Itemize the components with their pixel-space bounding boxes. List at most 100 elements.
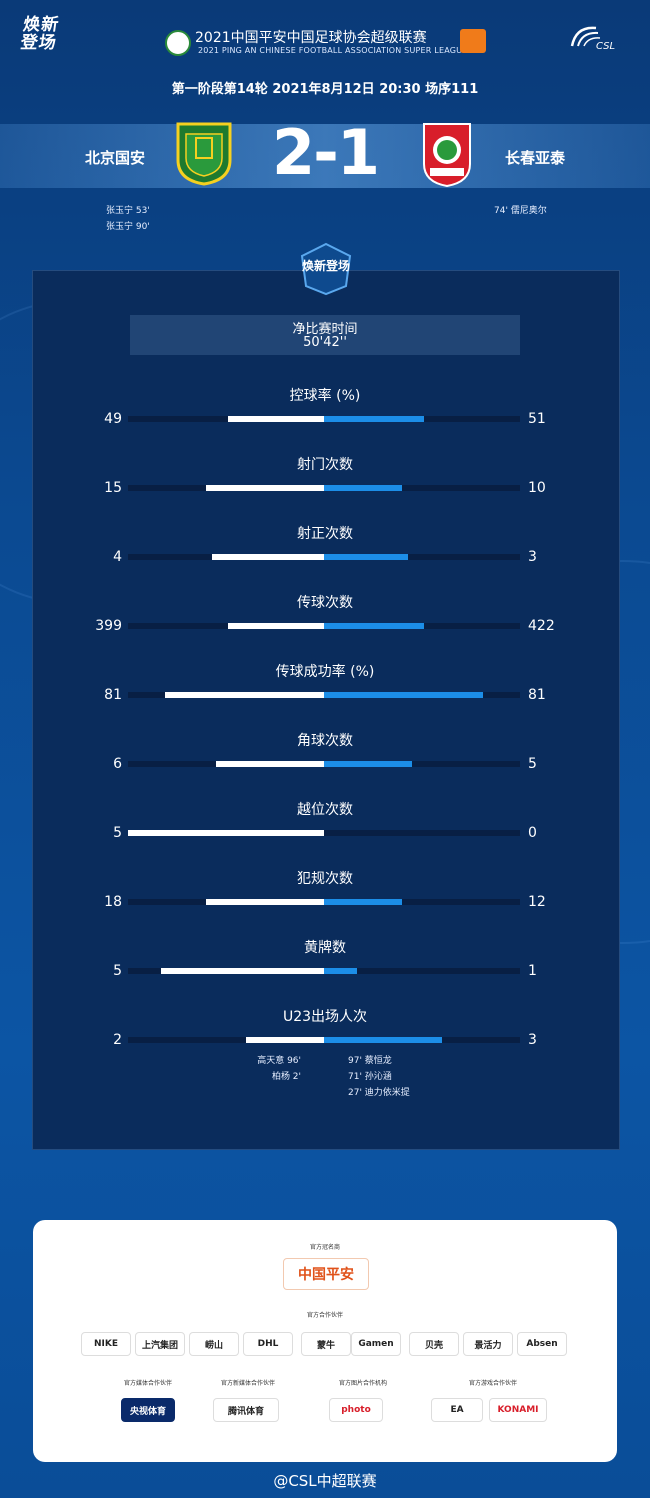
stat-bar-away (324, 692, 483, 698)
stat-away-value: 10 (528, 480, 546, 496)
partner-logo: NIKE (81, 1332, 131, 1356)
stat-bar-track (128, 416, 520, 422)
sponsor-card: 官方冠名商 中国平安 官方合作伙伴 NIKE 上汽集团 崂山 DHL 蒙牛 Gamen 贝壳… (33, 1220, 617, 1462)
media-partner-heading: 官方媒体合作伙伴 (123, 1380, 172, 1387)
stat-row: 角球次数 6 5 (32, 730, 618, 784)
home-team-name: 北京国安 (85, 149, 146, 167)
home-scorers: 张玉宁 53' 张玉宁 90' (106, 203, 150, 235)
partner-logo: 崂山 (189, 1332, 239, 1356)
stat-label: 犯规次数 (297, 871, 353, 887)
stat-home-value: 18 (104, 894, 122, 910)
stat-away-value: 3 (528, 1032, 537, 1048)
stat-bar-away (324, 554, 408, 560)
stat-away-value: 81 (528, 687, 546, 703)
home-u23-player: 柏杨 2' (271, 1072, 301, 1082)
stat-bar-home (206, 899, 324, 905)
changchun-yatai-badge-icon (423, 123, 471, 188)
stat-row: 控球率 (%) 49 51 (32, 385, 618, 439)
stat-bar-home (216, 761, 324, 767)
stat-bar-track (128, 1037, 520, 1043)
digital-partner-heading: 官方新媒体合作伙伴 (220, 1380, 275, 1387)
stat-bar-home (206, 485, 324, 491)
stat-row: 越位次数 5 0 (32, 799, 618, 853)
stat-bar-track (128, 692, 520, 698)
stat-row: 黄牌数 5 1 (32, 937, 618, 991)
stat-bar-track (128, 623, 520, 629)
away-team-name: 长春亚泰 (504, 149, 565, 167)
stat-row: 射正次数 4 3 (32, 523, 618, 577)
away-u23-player: 97' 蔡恒龙 (348, 1056, 392, 1066)
stat-bar-home (165, 692, 324, 698)
league-title: 2021中国平安中国足球协会超级联赛 (195, 30, 427, 46)
stat-row: 传球次数 399 422 (32, 592, 618, 646)
beijing-guoan-badge-icon (176, 122, 232, 186)
game-partner-logo: EA (431, 1398, 483, 1422)
stat-home-value: 399 (95, 618, 122, 634)
stat-bar-away (324, 485, 402, 491)
home-u23-player: 高天意 96' (257, 1056, 301, 1066)
stat-away-value: 1 (528, 963, 537, 979)
stat-home-value: 5 (113, 825, 122, 841)
weibo-handle: @CSL中超联赛 (273, 1472, 377, 1490)
stat-row: 射门次数 15 10 (32, 454, 618, 508)
stat-away-value: 0 (528, 825, 537, 841)
stat-bar-track (128, 485, 520, 491)
partners-heading: 官方合作伙伴 (306, 1312, 343, 1319)
stat-row: 传球成功率 (%) 81 81 (32, 661, 618, 715)
home-scorer: 张玉宁 53' (106, 206, 150, 216)
campaign-emblem-text: 焕新登场 (301, 259, 350, 273)
title-sponsor-logo: 中国平安 (283, 1258, 369, 1290)
title-sponsor-heading: 官方冠名商 (309, 1244, 340, 1251)
stat-away-value: 51 (528, 411, 546, 427)
game-partner-logo: KONAMI (489, 1398, 547, 1422)
partner-logo: 贝壳 (409, 1332, 459, 1356)
away-u23-players: 97' 蔡恒龙 71' 孙沁涵 27' 迪力依米提 (348, 1053, 410, 1101)
stat-home-value: 2 (113, 1032, 122, 1048)
stat-bar-away (324, 761, 412, 767)
stat-label: 射门次数 (297, 457, 353, 473)
campaign-logo: 焕新登场 (19, 15, 61, 53)
stat-bar-home (212, 554, 324, 560)
stat-bar-away (324, 623, 424, 629)
stat-label: 控球率 (%) (289, 388, 361, 404)
stat-away-value: 3 (528, 549, 537, 565)
media-partner-logo: 央视体育 (121, 1398, 175, 1422)
stat-bar-away (324, 899, 402, 905)
net-playing-time: 净比赛时间 50'42'' (130, 315, 520, 355)
partner-logo: DHL (243, 1332, 293, 1356)
home-scorer: 张玉宁 90' (106, 222, 150, 232)
away-u23-player: 27' 迪力依米提 (348, 1088, 410, 1098)
campaign-emblem-icon (300, 242, 352, 296)
stat-home-value: 15 (104, 480, 122, 496)
csl-logo-icon (570, 26, 601, 47)
stat-home-value: 4 (113, 549, 122, 565)
photo-partner-logo: photo (329, 1398, 383, 1422)
partner-logo: Gamen (351, 1332, 401, 1356)
stat-bar-away (324, 416, 424, 422)
stat-label: 射正次数 (297, 526, 353, 542)
stat-label: 传球次数 (297, 595, 353, 611)
stat-bar-track (128, 554, 520, 560)
ping-an-badge-icon (460, 29, 486, 53)
stat-bar-track (128, 968, 520, 974)
stat-label: 黄牌数 (304, 940, 346, 956)
stat-label: 传球成功率 (%) (275, 664, 375, 680)
stat-home-value: 49 (104, 411, 122, 427)
home-u23-players: 高天意 96' 柏杨 2' (246, 1053, 301, 1085)
stat-home-value: 5 (113, 963, 122, 979)
football-association-emblem-icon (165, 30, 191, 56)
stat-label: U23出场人次 (282, 1009, 368, 1025)
stat-bar-track (128, 761, 520, 767)
stat-bar-track (128, 830, 520, 836)
stat-away-value: 5 (528, 756, 537, 772)
stat-row: U23出场人次 2 3 (32, 1006, 618, 1060)
stat-bar-home (161, 968, 324, 974)
header: 焕新登场 2021中国平安中国足球协会超级联赛 2021 PING AN CHI… (0, 0, 650, 70)
partner-logo: Absen (517, 1332, 567, 1356)
stat-home-value: 6 (113, 756, 122, 772)
stat-bar-home (228, 416, 324, 422)
net-playing-time-value: 50'42'' (303, 335, 347, 350)
game-partner-heading: 官方游戏合作伙伴 (468, 1380, 517, 1387)
partner-logo: 蒙牛 (301, 1332, 351, 1356)
